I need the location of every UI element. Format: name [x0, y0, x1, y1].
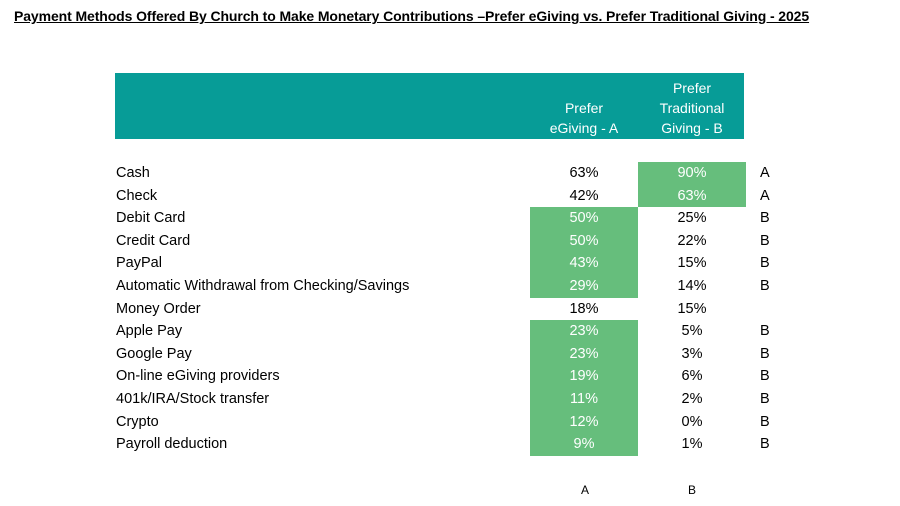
value-traditional: 0%: [681, 413, 703, 430]
value-egiving: 50%: [530, 207, 638, 230]
table-row: Cash 63% 90% A: [0, 162, 900, 185]
significance-letter: [760, 298, 790, 321]
significance-letter: B: [760, 436, 770, 453]
table-row: Check 42% 63% A: [0, 184, 900, 208]
table-row: Google Pay 23% 3% B: [0, 342, 900, 366]
significance-letter: B: [760, 390, 770, 407]
table-row: Money Order 18% 15%: [0, 298, 900, 321]
footer-column-letter-a: A: [580, 483, 589, 497]
table-row: On-line eGiving providers 19% 6% B: [0, 365, 900, 388]
value-egiving: 18%: [569, 300, 599, 317]
row-label: Check: [116, 187, 158, 204]
column-header-line: Prefer: [564, 100, 604, 116]
value-egiving: 19%: [530, 365, 638, 388]
significance-letter: A: [760, 165, 770, 181]
column-header-line: eGiving - A: [549, 120, 619, 136]
value-egiving: 43%: [530, 252, 638, 275]
row-label: PayPal: [116, 255, 162, 272]
row-label: Payroll deduction: [116, 436, 228, 453]
table-row: Credit Card 50% 22% B: [0, 229, 900, 253]
value-egiving: 12%: [530, 410, 638, 434]
significance-letter: B: [760, 413, 770, 430]
row-label: Automatic Withdrawal from Checking/Savin…: [116, 277, 410, 294]
value-traditional: 14%: [677, 277, 707, 294]
value-traditional: 2%: [681, 390, 703, 407]
row-label: Money Order: [116, 300, 201, 317]
page-title: Payment Methods Offered By Church to Mak…: [14, 8, 810, 24]
value-traditional: 3%: [681, 345, 703, 362]
value-traditional: 90%: [638, 162, 746, 185]
value-traditional: 1%: [681, 436, 703, 453]
table-row: PayPal 43% 15% B: [0, 252, 900, 275]
table-row: 401k/IRA/Stock transfer 11% 2% B: [0, 387, 900, 411]
column-header-line: Giving - B: [661, 120, 723, 136]
column-header-line: Prefer: [672, 80, 712, 96]
data-table: Cash 63% 90% A Check 42% 63% A Debit Card 50% 25% B…: [0, 162, 900, 456]
row-label: Credit Card: [116, 232, 191, 249]
value-traditional: 15%: [677, 255, 707, 272]
value-traditional: 6%: [681, 368, 703, 385]
table-row: Debit Card 50% 25% B: [0, 207, 900, 230]
value-traditional: 63%: [638, 184, 746, 208]
table-row: Payroll deduction 9% 1% B: [0, 433, 900, 456]
column-header-egiving: Prefer eGiving - A: [530, 98, 638, 138]
table-row: Apple Pay 23% 5% B: [0, 320, 900, 343]
significance-letter: B: [760, 323, 770, 340]
value-traditional: 22%: [677, 232, 707, 249]
row-label: 401k/IRA/Stock transfer: [116, 390, 270, 407]
significance-letter: A: [760, 187, 770, 204]
value-traditional: 25%: [677, 210, 707, 227]
value-egiving: 42%: [569, 187, 599, 204]
row-label: Apple Pay: [116, 323, 183, 340]
significance-letter: B: [760, 210, 770, 227]
table-header-band: [115, 73, 744, 139]
row-label: Cash: [116, 165, 150, 181]
value-traditional: 15%: [677, 300, 707, 317]
column-header-line: Traditional: [659, 100, 725, 116]
column-header-traditional: Prefer Traditional Giving - B: [638, 78, 746, 138]
value-traditional: 5%: [681, 323, 703, 340]
value-egiving: 29%: [530, 274, 638, 298]
row-label: Google Pay: [116, 345, 192, 362]
value-egiving: 11%: [530, 387, 638, 411]
value-egiving: 50%: [530, 229, 638, 253]
table-row: Crypto 12% 0% B: [0, 410, 900, 434]
footer-column-letter-b: B: [687, 483, 696, 497]
significance-letter: B: [760, 277, 770, 294]
value-egiving: 9%: [530, 433, 638, 456]
value-egiving: 63%: [569, 165, 599, 181]
value-egiving: 23%: [530, 320, 638, 343]
table-row: Automatic Withdrawal from Checking/Savin…: [0, 274, 900, 298]
row-label: Debit Card: [116, 210, 186, 227]
significance-letter: B: [760, 368, 770, 385]
significance-letter: B: [760, 255, 770, 272]
significance-letter: B: [760, 232, 770, 249]
row-label: Crypto: [116, 413, 159, 430]
value-egiving: 23%: [530, 342, 638, 366]
significance-letter: B: [760, 345, 770, 362]
row-label: On-line eGiving providers: [116, 368, 280, 385]
